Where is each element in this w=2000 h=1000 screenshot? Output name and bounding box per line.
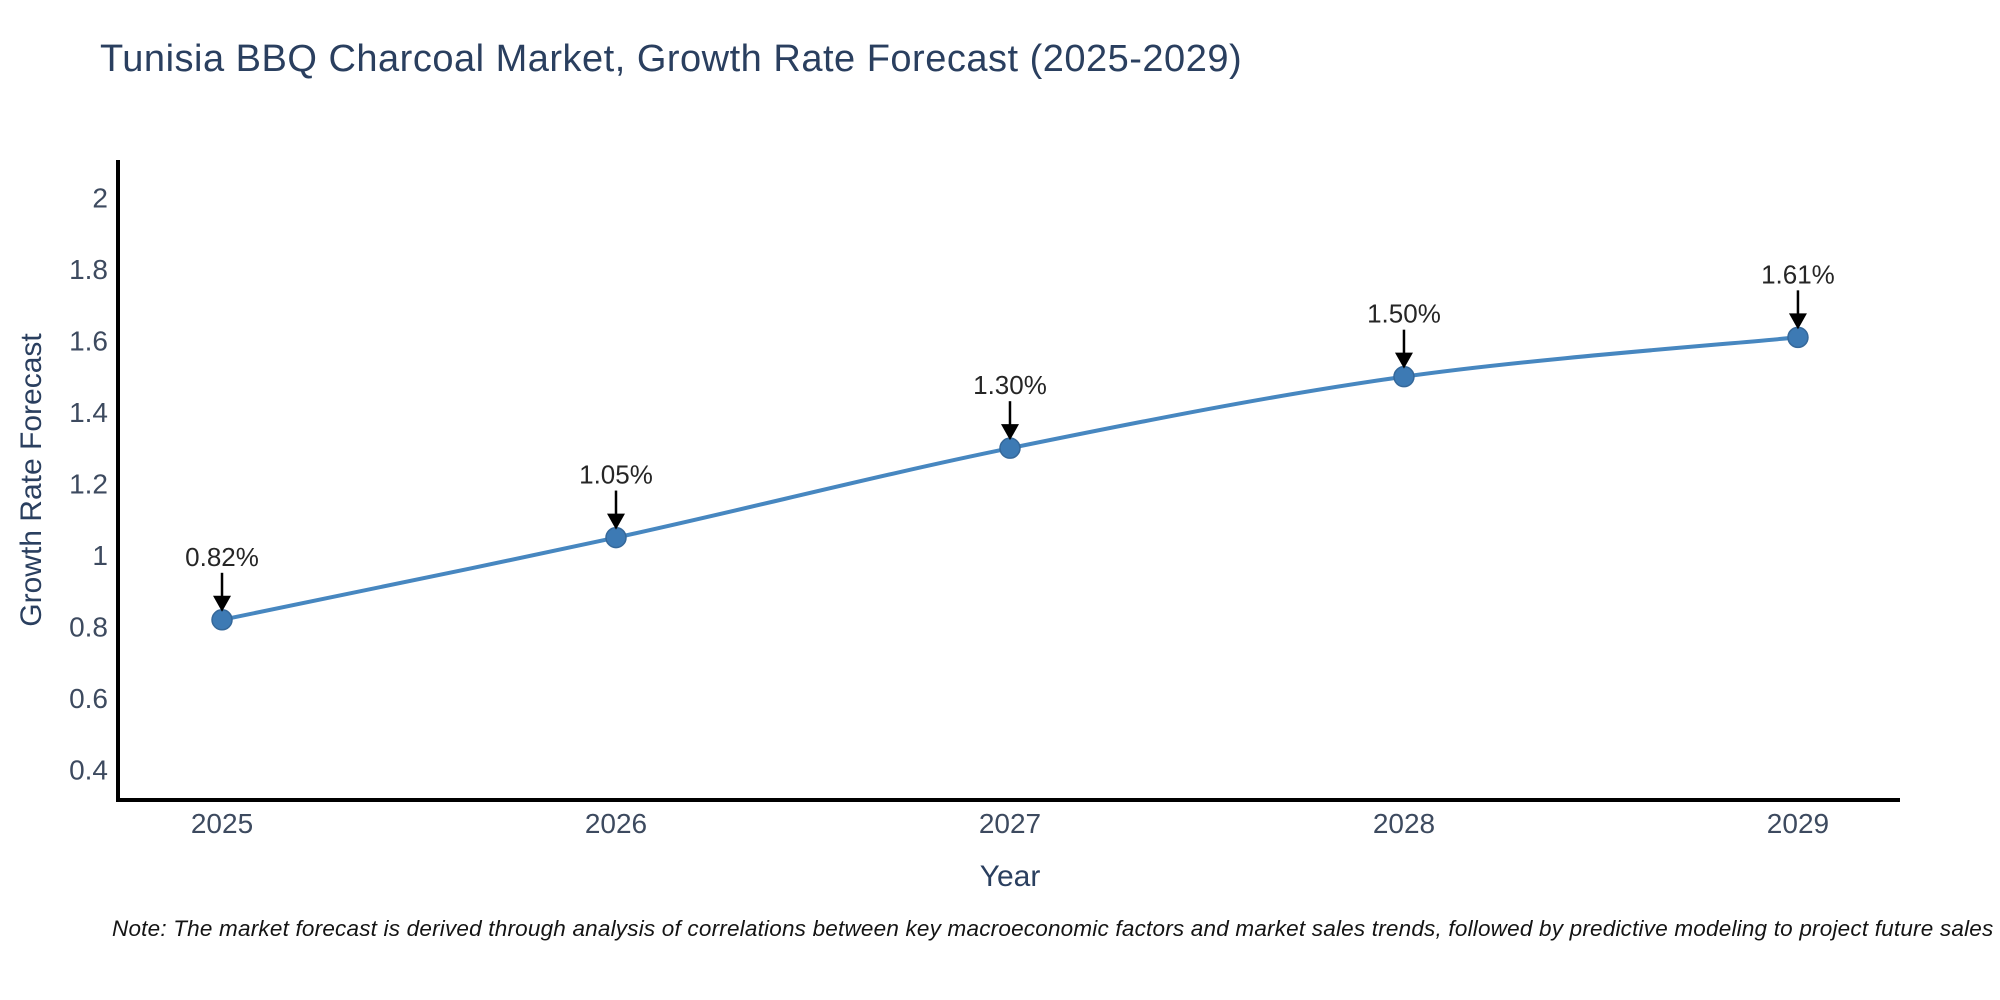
x-tick-label: 2027 [979, 808, 1041, 839]
point-annotation-label: 1.61% [1761, 259, 1835, 289]
data-point-marker[interactable] [211, 609, 233, 631]
y-tick-label: 0.6 [69, 683, 108, 714]
point-annotation-label: 1.05% [579, 460, 653, 490]
y-tick-label: 0.8 [69, 611, 108, 642]
data-point-marker[interactable] [1393, 365, 1415, 388]
annotation-arrowhead-icon [213, 595, 232, 612]
point-annotation-label: 0.82% [185, 542, 259, 572]
x-tick-label: 2028 [1373, 808, 1435, 839]
y-tick-label: 1.8 [69, 254, 108, 285]
footnote: Note: The market forecast is derived thr… [112, 916, 1994, 941]
y-tick-label: 1 [92, 540, 108, 571]
y-axis-title: Growth Rate Forecast [15, 333, 48, 627]
x-axis-title: Year [979, 860, 1041, 893]
point-annotation-label: 1.30% [973, 370, 1047, 400]
data-point-marker[interactable] [605, 526, 627, 549]
y-tick-label: 2 [92, 182, 108, 213]
annotation-arrowhead-icon [606, 513, 625, 530]
y-tick-label: 1.4 [69, 397, 108, 428]
annotation-arrowhead-icon [1000, 424, 1019, 441]
data-point-marker[interactable] [999, 437, 1021, 459]
x-tick-label: 2029 [1767, 808, 1829, 839]
x-tick-label: 2026 [585, 808, 647, 839]
x-tick-label: 2025 [191, 808, 253, 839]
annotation-arrowhead-icon [1394, 352, 1413, 369]
point-annotation-label: 1.50% [1367, 299, 1441, 329]
y-tick-label: 1.2 [69, 468, 108, 499]
chart-title: Tunisia BBQ Charcoal Market, Growth Rate… [100, 38, 1243, 80]
y-tick-label: 0.4 [69, 754, 108, 785]
annotation-arrowhead-icon [1788, 313, 1807, 330]
data-point-marker[interactable] [1787, 326, 1809, 349]
y-tick-label: 1.6 [69, 325, 108, 356]
